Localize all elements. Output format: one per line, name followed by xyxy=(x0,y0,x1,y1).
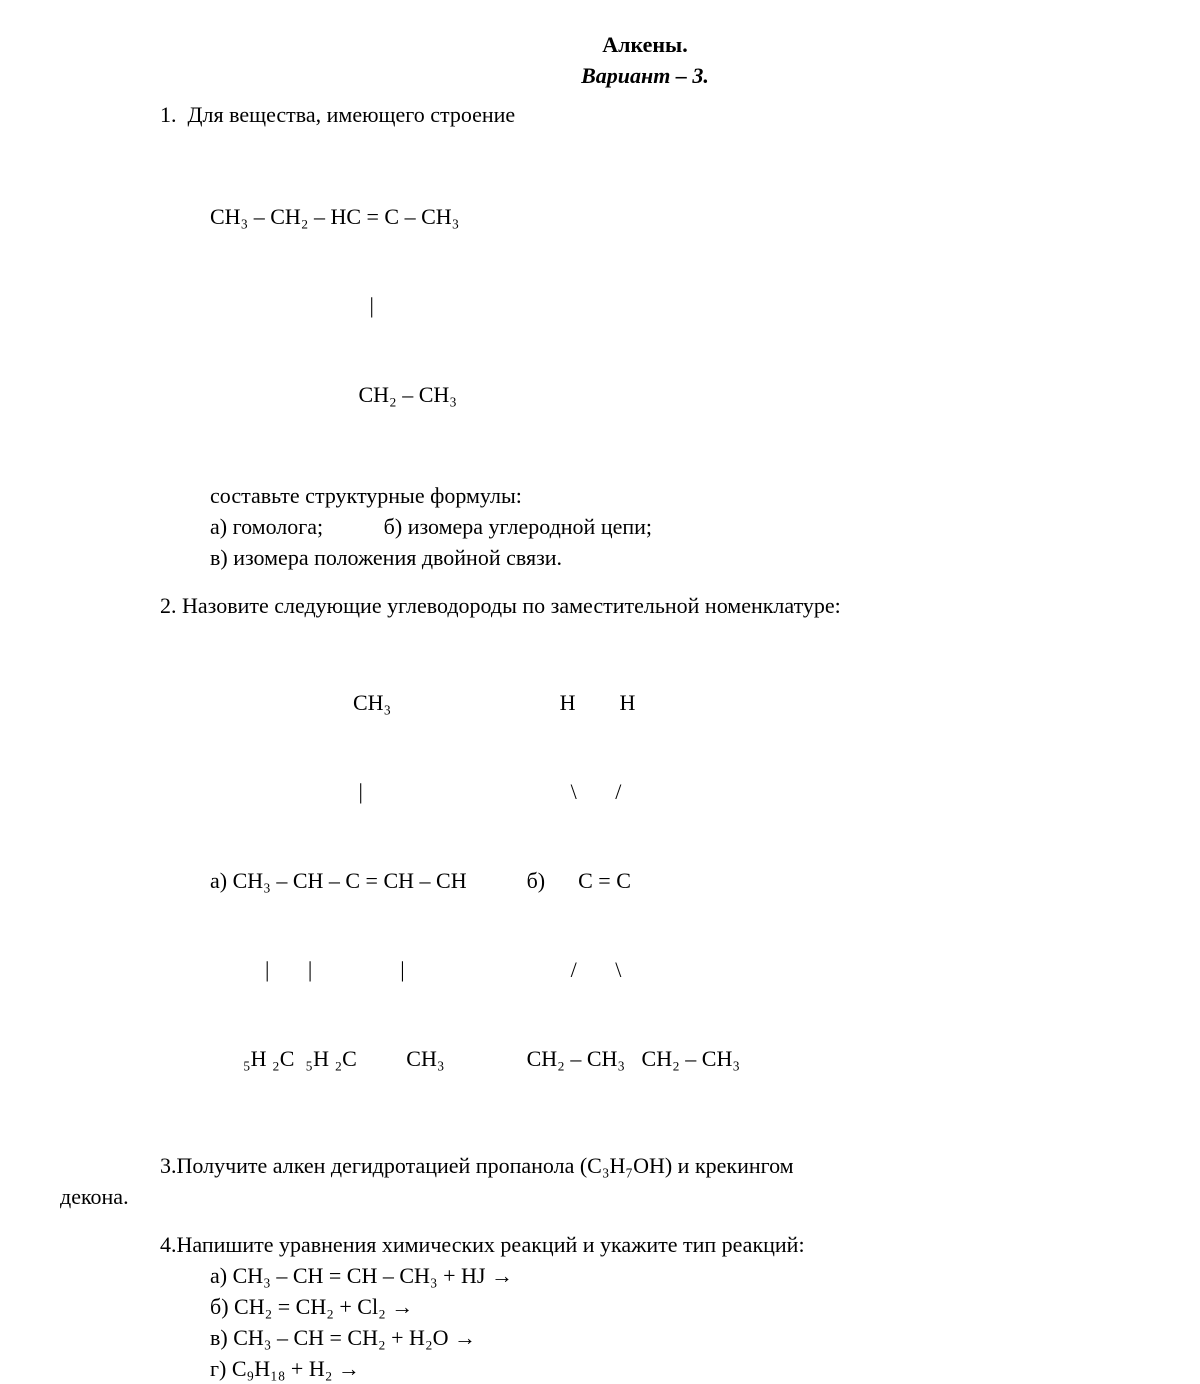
q2a-line4: | | | xyxy=(210,955,467,985)
q2a-line2: | xyxy=(210,777,467,807)
q2b-line4: / \ xyxy=(527,955,740,985)
q3-text: 3.Получите алкен дегидротацией пропанола… xyxy=(160,1151,1150,1182)
q2-structure-a: CH₃ | а) CH₃ – CH – C = CH – CH | | | ₅H… xyxy=(210,628,467,1133)
q1-option-a: а) гомолога; xyxy=(210,514,323,539)
question-2: 2. Назовите следующие углеводороды по за… xyxy=(140,591,1150,1132)
document-title: Алкены. xyxy=(140,30,1150,61)
q1-formula-line3: CH₂ – CH₃ xyxy=(210,380,1150,410)
q2-structures: CH₃ | а) CH₃ – CH – C = CH – CH | | | ₅H… xyxy=(210,628,1150,1133)
q2-intro-text: Назовите следующие углеводороды по замес… xyxy=(182,593,841,618)
document-subtitle: Вариант – 3. xyxy=(140,61,1150,92)
q1-intro-text: Для вещества, имеющего строение xyxy=(188,102,516,127)
question-3: 3.Получите алкен дегидротацией пропанола… xyxy=(140,1151,1150,1213)
q4-main: Напишите уравнения химических реакций и … xyxy=(177,1232,805,1257)
q4-item-c: в) CH₃ – CH = CH₂ + H₂O → xyxy=(210,1323,1150,1354)
q1-formula-line1: CH₃ – CH₂ – HC = C – CH₃ xyxy=(210,202,1150,232)
q1-formula: CH₃ – CH₂ – HC = C – CH₃ | CH₂ – CH₃ xyxy=(210,142,1150,469)
q2a-line1: CH₃ xyxy=(210,688,467,718)
q1-number: 1. xyxy=(160,102,177,127)
q2a-line3: а) CH₃ – CH – C = CH – CH xyxy=(210,866,467,896)
q1-option-c: в) изомера положения двойной связи. xyxy=(210,543,1150,574)
q1-task: составьте структурные формулы: xyxy=(210,481,1150,512)
q1-intro: 1. Для вещества, имеющего строение xyxy=(188,100,1150,131)
q4-item-b: б) CH₂ = CH₂ + Cl₂ → xyxy=(210,1292,1150,1323)
q2b-line2: \ / xyxy=(527,777,740,807)
q2b-line3: б) C = C xyxy=(527,866,740,896)
q2b-line1: H H xyxy=(527,688,740,718)
q1-options-ab: а) гомолога; б) изомера углеродной цепи; xyxy=(210,512,1150,543)
q2a-line5: ₅H ₂C ₅H ₂C CH₃ xyxy=(210,1044,467,1074)
q1-formula-line2: | xyxy=(210,291,1150,321)
q3-continuation: декона. xyxy=(60,1182,1150,1213)
question-1: 1. Для вещества, имеющего строение CH₃ –… xyxy=(140,100,1150,574)
q4-text: 4.Напишите уравнения химических реакций … xyxy=(160,1230,1150,1261)
q4-items: а) CH₃ – CH = CH – CH₃ + HJ → б) CH₂ = C… xyxy=(210,1261,1150,1384)
q4-item-d: г) C₉H₁₈ + H₂ → xyxy=(210,1354,1150,1384)
question-4: 4.Напишите уравнения химических реакций … xyxy=(140,1230,1150,1384)
q2b-line5: CH₂ – CH₃ CH₂ – CH₃ xyxy=(527,1044,740,1074)
q4-item-a: а) CH₃ – CH = CH – CH₃ + HJ → xyxy=(210,1261,1150,1292)
q4-number: 4. xyxy=(160,1232,177,1257)
q2-intro: 2. Назовите следующие углеводороды по за… xyxy=(188,591,1150,622)
q2-structure-b: H H \ / б) C = C / \ CH₂ – CH₃ CH₂ – CH₃ xyxy=(527,628,740,1133)
q1-option-b: б) изомера углеродной цепи; xyxy=(384,514,652,539)
q3-main: Получите алкен дегидротацией пропанола (… xyxy=(177,1153,794,1178)
q3-number: 3. xyxy=(160,1153,177,1178)
q2-number: 2. xyxy=(160,593,177,618)
